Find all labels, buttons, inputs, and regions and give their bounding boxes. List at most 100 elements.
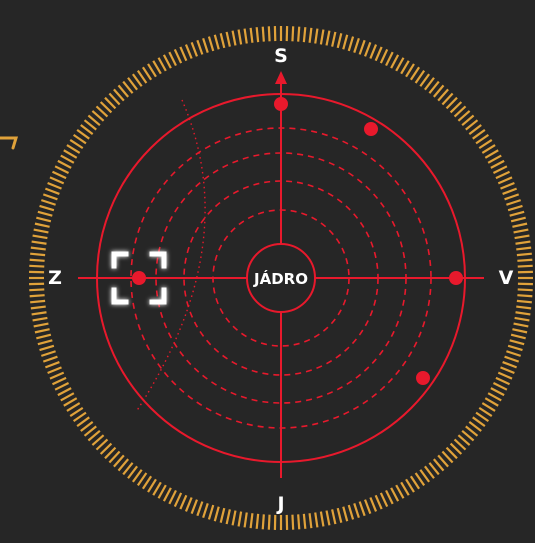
blip-west-targeted[interactable] [132,271,146,285]
dial-tick [251,28,253,43]
dial-tick [304,514,305,529]
dial-tick [386,490,393,503]
core-label: JÁDRO [253,269,308,288]
dial-tick [327,511,330,526]
dial-tick [52,172,66,178]
dial-tick [506,200,520,205]
dial-tick [501,183,515,189]
trajectory-arc [136,100,205,412]
dial-tick [203,38,208,52]
dial-tick [239,512,242,527]
dial-tick [376,495,382,509]
dial-tick [215,507,219,521]
dial-tick [292,515,293,530]
dial-tick [227,32,230,47]
dial-tick [251,513,253,528]
dial-tick [64,150,77,158]
dial-tick [43,357,57,362]
dial-tick [315,513,317,528]
dial-tick [508,346,522,350]
dial-tick [501,367,515,373]
dial-tick [482,145,495,153]
dial-tick [376,47,382,61]
dial-tick [498,373,512,379]
dial-tick [245,513,247,528]
dial-tick [496,378,510,384]
dial-tick [391,488,398,501]
dial-tick [491,161,504,168]
dial-tick [29,266,44,267]
dial-tick [365,42,370,56]
dial-tick [159,485,166,498]
dial-tick [263,514,264,529]
dial-tick [40,346,54,350]
blip-southeast[interactable] [416,371,430,385]
dial-tick [41,200,55,205]
dial-tick [488,393,501,400]
reticle-corner-tl [114,254,126,266]
edge-bracket-icon [0,138,16,148]
dial-tick [50,373,64,379]
dial-tick [209,37,213,51]
blip-east[interactable] [449,271,463,285]
dial-tick [354,38,359,52]
dial-tick [493,166,506,173]
blip-north[interactable] [274,97,288,111]
dial-tick [332,509,335,524]
compass-west-label: Z [48,267,62,289]
compass-east-label: V [499,267,514,289]
dial-tick [515,318,530,321]
dial-tick [215,35,219,49]
dial-tick [269,26,270,41]
dial-tick [180,495,186,509]
dial-tick [35,329,50,332]
dial-tick [298,27,299,42]
dial-tick [332,32,335,47]
blip-northeast[interactable] [364,122,378,136]
dial-tick [186,45,192,59]
dial-tick [164,55,171,68]
dial-tick [233,511,236,526]
dial-tick [45,189,59,194]
dial-tick [512,329,527,332]
dial-tick [192,42,197,56]
dial-tick [508,206,522,210]
dial-tick [257,27,258,42]
dial-tick [45,362,59,367]
dial-tick [153,482,161,495]
dial-tick [386,52,393,65]
dial-tick [175,493,181,507]
dial-tick [516,307,531,309]
dial-tick [498,177,512,183]
dial-tick [518,266,533,267]
dial-tick [180,47,186,61]
dial-tick [55,166,68,173]
dial-tick [58,388,71,395]
dial-tick [38,212,52,216]
dial-tick [511,218,526,222]
dial-tick [32,242,47,244]
dial-tick [321,512,324,527]
dial-tick [30,295,45,296]
dial-tick [510,340,524,344]
dial-tick [396,485,403,498]
dial-tick [30,254,45,255]
dial-tick [496,172,510,178]
dial-tick [304,27,305,42]
dial-tick [36,218,51,222]
dial-tick [233,31,236,46]
dial-tick [349,505,353,519]
dial-tick [48,367,62,373]
dial-tick [391,55,398,68]
dial-tick [349,37,353,51]
dial-tick [505,357,519,362]
dial-tick [169,490,176,503]
dial-tick [186,498,192,512]
dial-tick [52,378,66,384]
dial-tick [516,248,531,250]
dial-tick [343,35,347,49]
compass-north-label: S [274,45,288,67]
dial-tick [61,156,74,163]
dial-tick [511,335,526,339]
